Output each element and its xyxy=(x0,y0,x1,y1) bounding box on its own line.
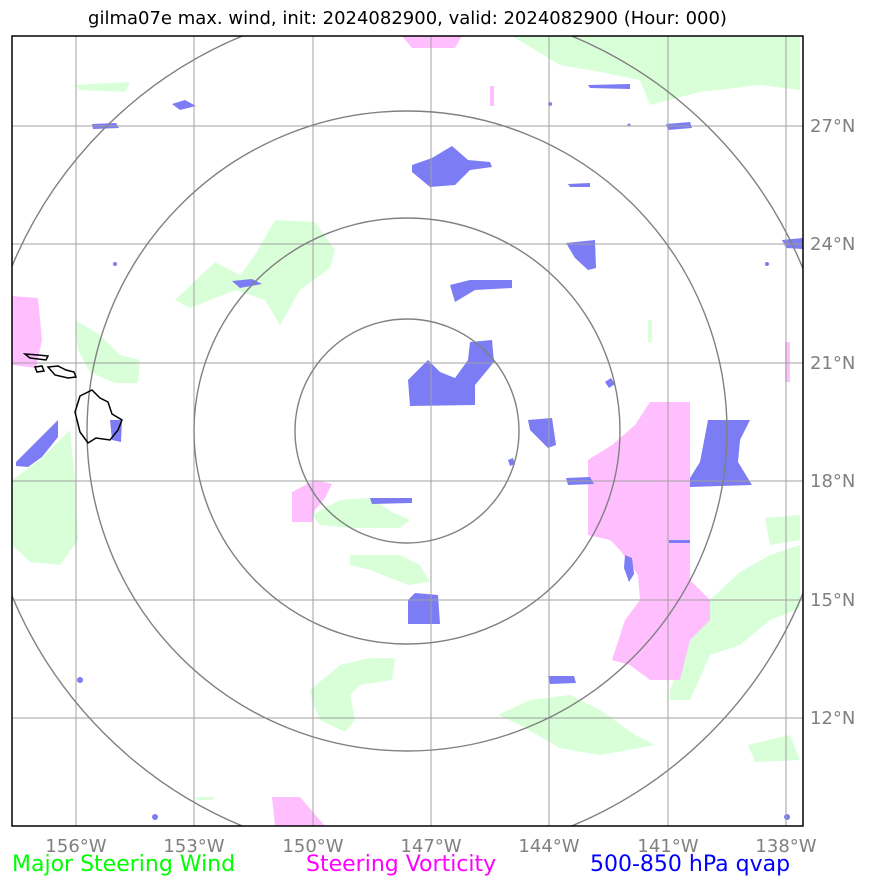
x-tick-label: 153°W xyxy=(163,836,224,857)
hawaii-coastline xyxy=(22,353,123,445)
x-tick-label: 156°W xyxy=(45,836,106,857)
x-tick-label: 144°W xyxy=(518,836,579,857)
y-tick-label: 21°N xyxy=(810,353,855,374)
x-tick-label: 141°W xyxy=(637,836,698,857)
qvap-areas xyxy=(16,84,803,820)
y-tick-label: 18°N xyxy=(810,471,855,492)
lat-lon-grid xyxy=(12,36,803,826)
y-tick-label: 15°N xyxy=(810,590,855,611)
x-axis-labels: 156°W 153°W 150°W 147°W 144°W 141°W 138°… xyxy=(45,836,816,857)
x-tick-label: 150°W xyxy=(282,836,343,857)
legend-steering-vorticity: Steering Vorticity xyxy=(306,852,497,877)
x-tick-label: 138°W xyxy=(755,836,816,857)
y-axis-labels: 27°N 24°N 21°N 18°N 15°N 12°N xyxy=(810,116,855,729)
steering-wind-areas xyxy=(12,36,800,800)
map-frame xyxy=(11,35,804,827)
legend-steering-wind: Major Steering Wind xyxy=(12,852,236,877)
y-tick-label: 12°N xyxy=(810,708,855,729)
y-tick-label: 27°N xyxy=(810,116,855,137)
y-tick-label: 24°N xyxy=(810,234,855,255)
x-tick-label: 147°W xyxy=(400,836,461,857)
legend-qvap: 500-850 hPa qvap xyxy=(590,852,791,877)
steering-vorticity-areas xyxy=(12,36,790,826)
map-title: gilma07e max. wind, init: 2024082900, va… xyxy=(88,8,727,29)
range-rings xyxy=(12,36,803,826)
